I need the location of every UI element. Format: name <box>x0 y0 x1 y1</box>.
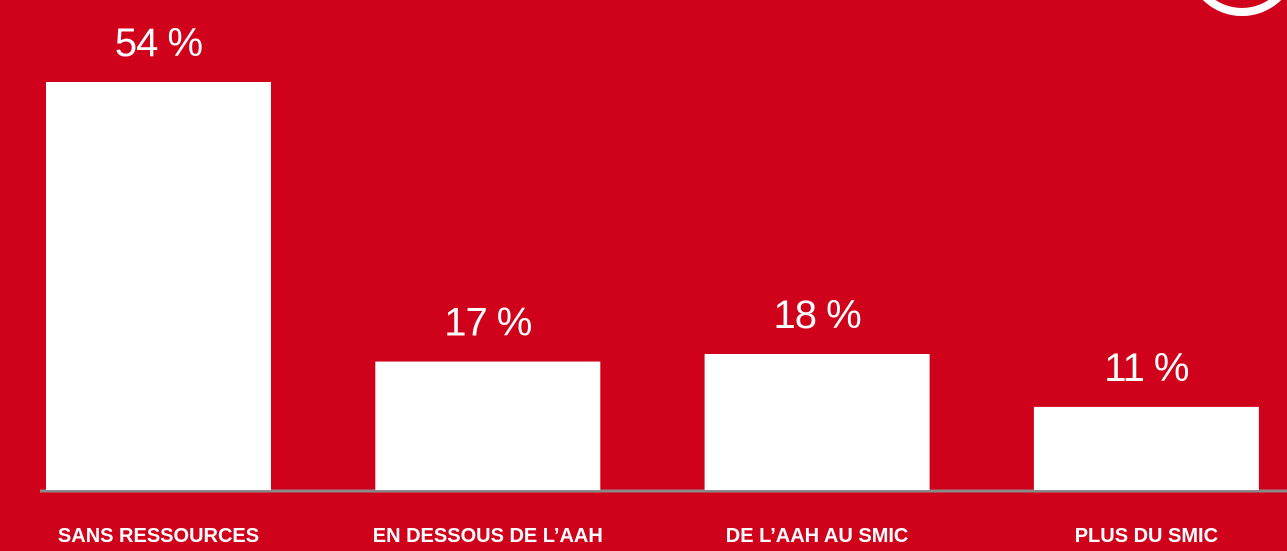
category-label: PLUS DU SMIC <box>1075 525 1218 547</box>
category-label: SANS RESSOURCES <box>58 525 259 547</box>
value-label: 18 % <box>774 293 862 337</box>
bar <box>704 354 930 490</box>
category-label: DE L’AAH AU SMIC <box>726 525 909 547</box>
category-label: EN DESSOUS DE L’AAH <box>373 525 603 547</box>
decor-circle <box>1202 0 1282 16</box>
bar <box>375 361 601 490</box>
value-label: 54 % <box>115 21 203 65</box>
value-label: 17 % <box>444 301 532 345</box>
bar <box>1033 406 1259 490</box>
bar <box>46 82 271 490</box>
value-label: 11 % <box>1104 346 1189 390</box>
